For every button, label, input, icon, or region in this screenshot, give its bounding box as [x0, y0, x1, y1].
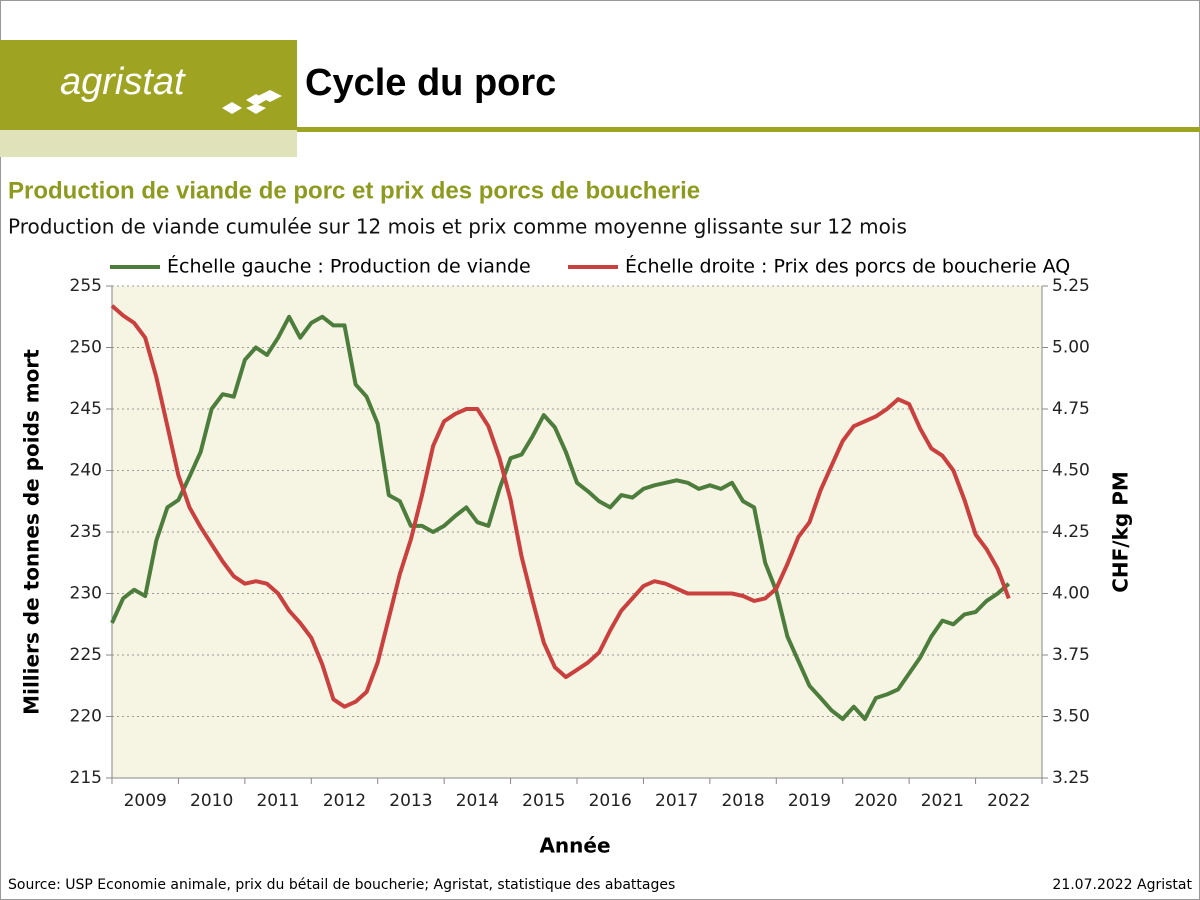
legend-label: Échelle gauche : Production de viande [167, 255, 531, 278]
legend-label: Échelle droite : Prix des porcs de bouch… [625, 255, 1070, 278]
x-tick-label: 2022 [987, 791, 1030, 811]
logo-mark [222, 90, 282, 114]
logo-strip [0, 130, 297, 157]
x-tick-label: 2015 [522, 791, 565, 811]
y-tick-label: 220 [70, 707, 102, 727]
series-line [110, 304, 1011, 709]
y2-tick-label: 3.50 [1052, 707, 1090, 727]
y2-tick-label: 4.50 [1052, 461, 1090, 481]
logo-text: agristat [60, 61, 186, 103]
chart-subtitle: Production de viande cumulée sur 12 mois… [8, 215, 907, 239]
x-tick-label: 2021 [921, 791, 964, 811]
x-tick-label: 2017 [655, 791, 698, 811]
y2-tick-label: 4.25 [1052, 522, 1090, 542]
x-tick-label: 2012 [323, 791, 366, 811]
y2-tick-label: 5.25 [1052, 276, 1090, 296]
source-note: Source: USP Economie animale, prix du bé… [8, 877, 675, 893]
y-tick-label: 230 [70, 584, 102, 604]
logo-box [0, 40, 297, 130]
x-axis-title: Année [539, 834, 610, 858]
y-tick-label: 255 [70, 276, 102, 296]
x-tick-label: 2009 [124, 791, 167, 811]
x-tick-label: 2020 [854, 791, 897, 811]
x-tick-label: 2018 [721, 791, 764, 811]
y-axis-title: Milliers de tonnes de poids mort [20, 349, 44, 715]
x-tick-label: 2011 [256, 791, 299, 811]
x-tick-label: 2014 [456, 791, 499, 811]
y-tick-label: 215 [70, 768, 102, 788]
x-tick-label: 2013 [389, 791, 432, 811]
x-tick-label: 2010 [190, 791, 233, 811]
page-title: Cycle du porc [305, 62, 556, 104]
y-tick-label: 225 [70, 645, 102, 665]
y2-tick-label: 3.25 [1052, 768, 1090, 788]
series-line [110, 314, 1011, 721]
y-tick-label: 245 [70, 399, 102, 419]
x-tick-label: 2019 [788, 791, 831, 811]
y-tick-label: 240 [70, 461, 102, 481]
y2-tick-label: 3.75 [1052, 645, 1090, 665]
date-note: 21.07.2022 Agristat [1052, 877, 1192, 893]
y-tick-label: 235 [70, 522, 102, 542]
header-rule [297, 127, 1200, 132]
y2-tick-label: 5.00 [1052, 338, 1090, 358]
chart-title: Production de viande de porc et prix des… [8, 177, 700, 204]
y-tick-label: 250 [70, 338, 102, 358]
y2-axis-title: CHF/kg PM [1109, 471, 1133, 593]
y2-tick-label: 4.00 [1052, 584, 1090, 604]
y2-tick-label: 4.75 [1052, 399, 1090, 419]
x-tick-label: 2016 [589, 791, 632, 811]
